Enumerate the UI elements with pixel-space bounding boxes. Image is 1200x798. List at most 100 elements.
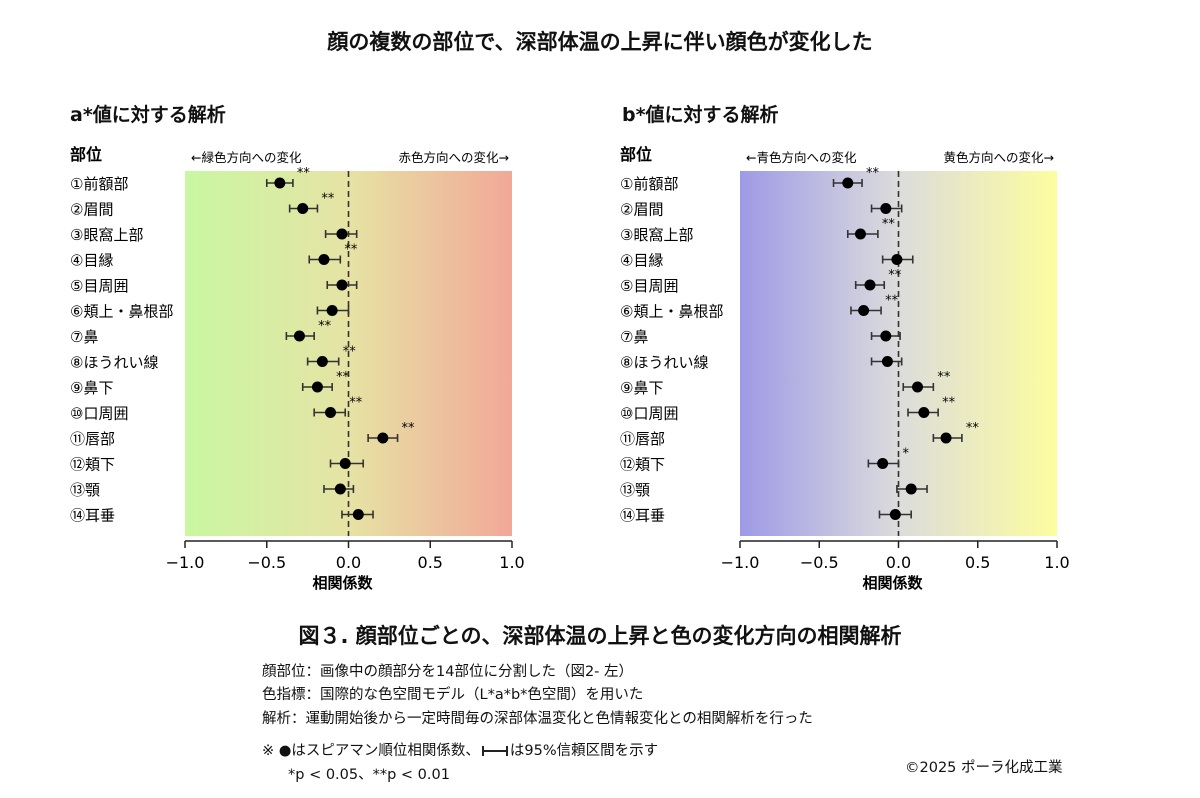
significance-marker: ** — [888, 268, 902, 283]
copyright: ©2025 ポーラ化成工業 — [905, 760, 1063, 776]
x-tick-label: 0.0 — [336, 553, 361, 572]
correlation-point — [889, 509, 901, 520]
significance-marker: ** — [336, 370, 350, 385]
correlation-point — [858, 305, 870, 316]
row-header: 部位 — [620, 145, 652, 164]
category-label: ⑫頬下 — [70, 456, 115, 474]
x-tick-label: −1.0 — [721, 553, 760, 572]
significance-marker: ** — [349, 396, 363, 411]
b-star-forest-plot: 部位 ←青色方向への変化 黄色方向への変化→ ①前額部 ** ②眉間 ③眼窩上部 ** ④目縁 ⑤… — [620, 145, 1070, 590]
significance-marker: ** — [344, 243, 358, 258]
category-label: ⑬顎 — [620, 481, 650, 499]
category-label: ⑤目周囲 — [70, 277, 128, 295]
category-label: ⑩口周囲 — [70, 405, 128, 423]
correlation-point — [880, 203, 892, 214]
figure-caption: 図３. 顔部位ごとの、深部体温の上昇と色の変化方向の相関解析 — [298, 624, 902, 648]
correlation-point — [297, 203, 309, 214]
correlation-point — [336, 279, 348, 291]
x-axis-label: 相関係数 — [862, 574, 923, 590]
category-label: ⑨鼻下 — [620, 379, 663, 397]
category-label: ⑭耳垂 — [70, 507, 115, 525]
confidence-interval-bar-icon — [481, 746, 508, 756]
correlation-point — [325, 407, 337, 418]
category-label: ⑦鼻 — [70, 328, 98, 346]
note-face-region: 顔部位：画像中の顔部分を14部位に分割した（図2- 左） — [262, 664, 634, 680]
category-label: ②眉間 — [70, 201, 113, 219]
x-tick-label: 0.5 — [965, 553, 990, 572]
footnote-prefix: ※ ●はスピアマン順位相関係数、 — [262, 743, 480, 759]
significance-marker: ** — [321, 192, 335, 207]
correlation-point — [339, 458, 351, 469]
category-label: ①前額部 — [70, 175, 128, 193]
panel-a-title: a*値に対する解析 — [70, 104, 226, 126]
correlation-point — [352, 509, 364, 520]
left-direction-label: ←青色方向への変化 — [746, 150, 857, 165]
category-label: ⑬顎 — [70, 481, 100, 499]
correlation-point — [336, 228, 348, 240]
note-analysis: 解析：運動開始後から一定時間毎の深部体温変化と色情報変化との相関解析を行った — [262, 711, 813, 727]
x-tick-label: 1.0 — [1044, 553, 1069, 572]
right-direction-label: 黄色方向への変化→ — [944, 150, 1054, 165]
x-axis-label: 相関係数 — [312, 574, 373, 590]
significance-marker: ** — [343, 345, 357, 360]
note-color-index: 色指標：国際的な色空間モデル（L*a*b*色空間）を用いた — [262, 687, 644, 703]
category-label: ⑩口周囲 — [620, 405, 678, 423]
correlation-point — [318, 254, 330, 265]
footnote-suffix: は95%信頼区間を示す — [509, 743, 659, 759]
page-title: 顔の複数の部位で、深部体温の上昇に伴い顔色が変化した — [327, 30, 873, 54]
right-direction-label: 赤色方向への変化→ — [399, 150, 509, 165]
x-tick-label: −0.5 — [800, 553, 839, 572]
significance-marker: ** — [866, 166, 880, 181]
footnote-significance: *p < 0.05、**p < 0.01 — [288, 767, 450, 783]
significance-marker: ** — [882, 217, 896, 232]
panel-b-title: b*値に対する解析 — [622, 104, 779, 126]
correlation-point — [918, 407, 930, 418]
category-label: ⑧ほうれい線 — [620, 354, 708, 372]
correlation-point — [905, 483, 917, 495]
category-label: ⑧ほうれい線 — [70, 354, 158, 372]
significance-marker: ** — [402, 421, 416, 436]
correlation-point — [891, 254, 903, 265]
x-tick-label: 0.5 — [418, 553, 443, 572]
correlation-point — [311, 381, 323, 393]
category-label: ①前額部 — [620, 175, 678, 193]
correlation-point — [881, 356, 893, 367]
significance-marker: ** — [966, 421, 980, 436]
correlation-point — [864, 279, 876, 291]
a-star-forest-plot: 部位 ←緑色方向への変化 赤色方向への変化→ ①前額部 ** ②眉間 ** ③眼窩上部 ④目縁 *… — [70, 145, 525, 590]
row-header: 部位 — [70, 145, 102, 164]
correlation-point — [316, 356, 328, 367]
category-label: ④目縁 — [620, 252, 663, 270]
category-label: ⑥頬上・鼻根部 — [70, 303, 173, 321]
correlation-point — [912, 381, 924, 393]
correlation-point — [274, 177, 286, 189]
significance-marker: ** — [942, 396, 956, 411]
correlation-point — [326, 305, 338, 316]
x-tick-label: −1.0 — [166, 553, 205, 572]
correlation-point — [842, 177, 854, 189]
category-label: ⑦鼻 — [620, 328, 648, 346]
category-label: ③眼窩上部 — [620, 226, 693, 244]
category-label: ⑥頬上・鼻根部 — [620, 303, 723, 321]
x-tick-label: −0.5 — [247, 553, 286, 572]
category-label: ⑭耳垂 — [620, 507, 665, 525]
significance-marker: ** — [885, 294, 899, 309]
significance-marker: ** — [937, 370, 951, 385]
correlation-point — [377, 432, 389, 444]
category-label: ②眉間 — [620, 201, 663, 219]
significance-marker: ** — [318, 319, 332, 334]
footnote-legend: ※ ●はスピアマン順位相関係数、 は95%信頼区間を示す — [262, 739, 658, 760]
left-direction-label: ←緑色方向への変化 — [191, 150, 302, 165]
significance-marker: ** — [297, 166, 311, 181]
correlation-point — [293, 330, 305, 342]
correlation-point — [334, 483, 346, 495]
category-label: ④目縁 — [70, 252, 113, 270]
significance-marker: * — [903, 447, 910, 462]
correlation-point — [940, 432, 952, 444]
correlation-point — [880, 330, 892, 342]
correlation-point — [854, 228, 866, 240]
x-tick-label: 0.0 — [886, 553, 911, 572]
category-label: ⑤目周囲 — [620, 277, 678, 295]
category-label: ⑨鼻下 — [70, 379, 113, 397]
category-label: ⑫頬下 — [620, 456, 665, 474]
